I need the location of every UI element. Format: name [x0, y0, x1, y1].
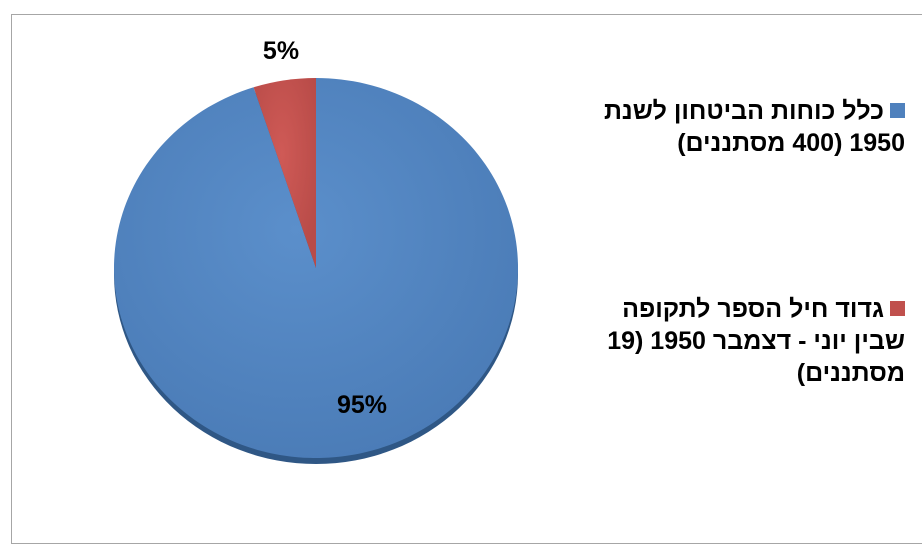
- pie-slice-border-battalion: [253, 78, 316, 268]
- legend-label-border-battalion: גדוד חיל הספר לתקופה שבין יוני - דצמבר 1…: [607, 295, 905, 387]
- legend-swatch-red: [890, 301, 905, 316]
- data-label-1: 5%: [263, 37, 299, 65]
- data-label-0: 95%: [337, 391, 387, 419]
- legend-swatch-blue: [890, 103, 905, 118]
- pie-slices: [113, 78, 518, 458]
- legend-item-security-forces: כלל כוחות הביטחון לשנת 1950 (400 מסתננים…: [600, 95, 905, 159]
- pie-data-labels: 95% 5%: [263, 37, 387, 419]
- legend-label-security-forces: כלל כוחות הביטחון לשנת 1950 (400 מסתננים…: [603, 97, 905, 157]
- legend-item-border-battalion: גדוד חיל הספר לתקופה שבין יוני - דצמבר 1…: [600, 293, 905, 389]
